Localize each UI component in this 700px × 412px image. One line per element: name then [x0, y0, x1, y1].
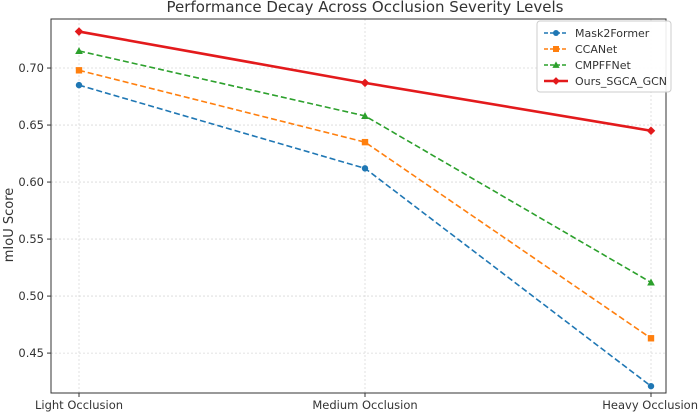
diamond-marker: [646, 126, 656, 136]
series-cmpffnet: [75, 47, 655, 286]
circle-marker: [361, 165, 369, 172]
legend-item: CMPFFNet: [544, 59, 631, 72]
x-axis-ticks: Light Occlusion Medium Occlusion Heavy Occ…: [35, 393, 698, 412]
y-axis-ticks: 0.45 0.50 0.55 0.60 0.65 0.70: [18, 61, 51, 360]
x-tick-label: Heavy Occlusion: [602, 398, 698, 412]
y-tick-label: 0.50: [18, 289, 44, 303]
triangle-marker: [361, 112, 369, 119]
diamond-marker: [360, 78, 370, 88]
series-mask2former: [75, 81, 655, 390]
y-tick-label: 0.65: [18, 118, 44, 132]
x-tick-label: Light Occlusion: [35, 398, 123, 412]
y-tick-label: 0.70: [18, 61, 44, 75]
triangle-marker: [75, 47, 83, 54]
y-tick-label: 0.60: [18, 175, 44, 189]
legend-item: Ours_SGCA_GCN: [544, 75, 667, 88]
square-marker: [647, 335, 655, 342]
square-marker: [361, 138, 369, 146]
legend-label: Mask2Former: [575, 27, 650, 40]
y-axis-label: mIoU Score: [2, 188, 17, 263]
legend-box: [536, 20, 672, 93]
square-marker: [553, 46, 559, 52]
legend-label: CMPFFNet: [575, 59, 631, 72]
series-layer: [74, 27, 656, 390]
legend-item: Mask2Former: [544, 27, 650, 40]
y-tick-label: 0.45: [18, 346, 44, 360]
legend-item: CCANet: [544, 43, 618, 56]
legend-label: CCANet: [575, 43, 618, 56]
square-marker: [75, 67, 83, 74]
circle-marker: [553, 30, 559, 36]
y-tick-label: 0.55: [18, 232, 44, 246]
circle-marker: [647, 382, 655, 390]
chart-title: Performance Decay Across Occlusion Sever…: [167, 0, 564, 16]
plot-area-frame: [50, 18, 667, 394]
triangle-marker: [647, 278, 655, 286]
x-tick-label: Medium Occlusion: [312, 398, 417, 412]
series-ccanet: [75, 67, 655, 342]
diamond-marker: [552, 77, 560, 85]
circle-marker: [75, 81, 83, 89]
legend-label: Ours_SGCA_GCN: [575, 75, 667, 88]
series-ours-sgca-gcn: [74, 27, 656, 136]
legend: Mask2Former CCANet CMPFFNet Ours_SGCA_GCN: [536, 20, 672, 93]
diamond-marker: [74, 27, 84, 36]
series-line: [78, 69, 652, 339]
triangle-marker: [552, 61, 560, 68]
